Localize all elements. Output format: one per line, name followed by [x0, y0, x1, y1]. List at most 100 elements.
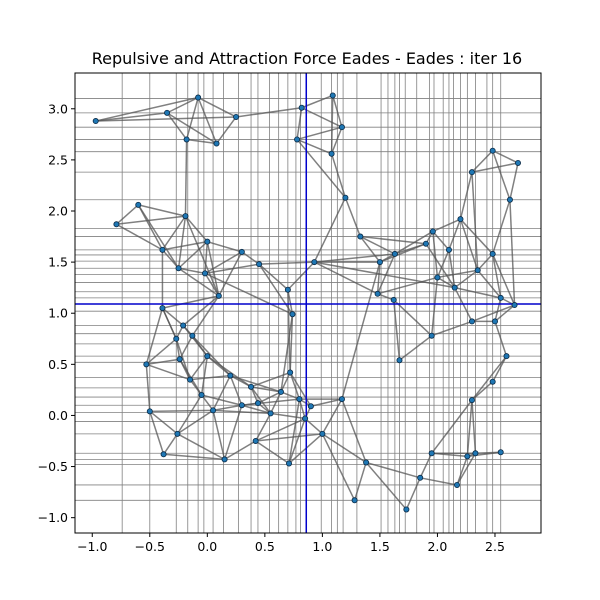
edge: [432, 230, 450, 251]
edge: [492, 355, 508, 383]
node: [503, 353, 510, 360]
node: [445, 246, 452, 253]
edge: [223, 404, 243, 460]
edge: [405, 477, 421, 510]
edge: [459, 171, 473, 220]
node: [403, 506, 410, 513]
edge: [197, 97, 218, 144]
edge: [162, 433, 179, 455]
edge: [377, 276, 438, 295]
edge: [437, 276, 456, 289]
node: [489, 250, 496, 257]
node: [289, 311, 296, 318]
edge: [353, 462, 367, 501]
edge: [430, 277, 439, 336]
node: [497, 294, 504, 301]
edge: [250, 386, 272, 414]
node: [180, 322, 187, 329]
edge: [330, 153, 347, 198]
edge: [116, 223, 163, 251]
edge: [191, 335, 231, 377]
edge: [280, 314, 294, 393]
y-tick-label: 0.0: [48, 408, 68, 423]
edge: [287, 261, 315, 291]
edge: [477, 253, 494, 271]
y-tick-label: 2.5: [48, 152, 68, 167]
node: [248, 383, 255, 390]
edge: [491, 253, 502, 299]
edge: [399, 335, 433, 361]
node: [506, 196, 513, 203]
node: [210, 407, 217, 414]
edge: [466, 400, 473, 457]
x-tick-label: 2.5: [485, 539, 505, 554]
node: [294, 136, 301, 143]
edge: [163, 453, 225, 461]
edge: [321, 398, 343, 435]
x-axis: −1.0 −0.5 0.0 0.5 1.0 1.5 2.0 2.5: [77, 533, 505, 554]
edge: [432, 231, 439, 278]
edge: [393, 299, 433, 337]
edge: [206, 241, 220, 297]
node: [175, 265, 182, 272]
edge: [467, 451, 501, 458]
node: [457, 216, 464, 223]
node: [173, 335, 180, 342]
node: [267, 410, 274, 417]
edge: [471, 355, 508, 401]
edge: [313, 261, 378, 295]
edge: [258, 263, 294, 315]
edge: [149, 411, 165, 455]
node: [429, 228, 436, 235]
edge: [224, 440, 257, 461]
edge: [471, 150, 494, 173]
node: [252, 437, 259, 444]
node: [489, 147, 496, 154]
node: [277, 388, 284, 395]
x-tick-label: 1.0: [312, 539, 332, 554]
edge: [454, 286, 501, 299]
crosshair: [75, 73, 541, 533]
plot-area-frame: [74, 72, 542, 534]
node: [338, 396, 345, 403]
edge: [255, 433, 323, 442]
edge: [241, 398, 300, 406]
x-tick-label: −0.5: [135, 539, 165, 554]
y-tick-label: 1.5: [48, 255, 68, 270]
node: [254, 400, 261, 407]
edge: [255, 417, 306, 442]
edge: [218, 251, 243, 297]
node: [189, 332, 196, 339]
edge: [359, 236, 381, 263]
edge: [178, 241, 208, 269]
edge: [471, 400, 477, 454]
node: [511, 302, 518, 309]
node: [143, 361, 150, 368]
edge: [149, 409, 214, 413]
node: [213, 140, 220, 147]
edge: [456, 452, 477, 486]
edge: [95, 112, 168, 122]
x-tick-label: 1.5: [370, 539, 390, 554]
edge: [314, 253, 395, 263]
edge: [200, 356, 209, 396]
edge: [189, 374, 231, 381]
edge: [288, 418, 306, 464]
edge: [201, 394, 243, 406]
edge: [166, 112, 217, 145]
edge: [182, 295, 220, 327]
node: [468, 169, 475, 176]
edge: [161, 215, 187, 251]
edge: [185, 97, 199, 140]
edge: [255, 440, 290, 465]
edge: [298, 398, 306, 419]
edge: [177, 216, 187, 269]
edge: [178, 267, 220, 297]
node: [422, 240, 429, 247]
edge: [494, 321, 508, 357]
edge: [392, 299, 401, 361]
node: [204, 353, 211, 360]
node: [233, 113, 240, 120]
node: [329, 92, 336, 99]
edge: [162, 295, 219, 309]
